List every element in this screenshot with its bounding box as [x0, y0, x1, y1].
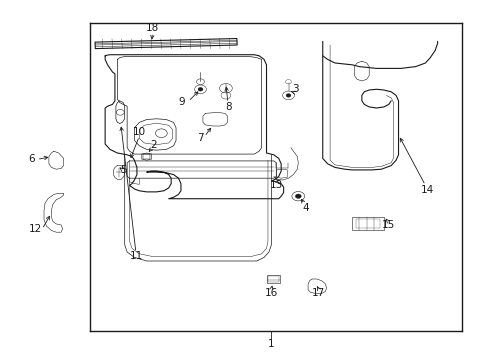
- Circle shape: [198, 87, 203, 91]
- Text: 2: 2: [150, 140, 157, 150]
- Text: 3: 3: [292, 84, 299, 94]
- Text: 12: 12: [28, 224, 42, 234]
- Bar: [266, 275, 280, 283]
- Text: 5: 5: [120, 165, 127, 175]
- Text: 1: 1: [267, 339, 274, 349]
- Bar: [351, 217, 383, 230]
- Text: 10: 10: [133, 127, 145, 137]
- Text: 18: 18: [145, 23, 159, 33]
- Text: 8: 8: [224, 102, 231, 112]
- Text: 14: 14: [420, 185, 434, 195]
- Bar: [143, 154, 150, 159]
- Text: 16: 16: [264, 288, 278, 298]
- Circle shape: [295, 194, 301, 198]
- Text: 17: 17: [311, 288, 325, 298]
- Bar: [355, 219, 379, 228]
- Text: 11: 11: [129, 251, 142, 261]
- Text: 15: 15: [381, 220, 395, 230]
- Text: 4: 4: [302, 203, 309, 213]
- Bar: [267, 276, 278, 282]
- Text: 6: 6: [28, 154, 35, 165]
- Text: 13: 13: [269, 180, 283, 190]
- Text: 9: 9: [178, 96, 185, 107]
- Text: 7: 7: [197, 132, 203, 143]
- Circle shape: [285, 94, 290, 97]
